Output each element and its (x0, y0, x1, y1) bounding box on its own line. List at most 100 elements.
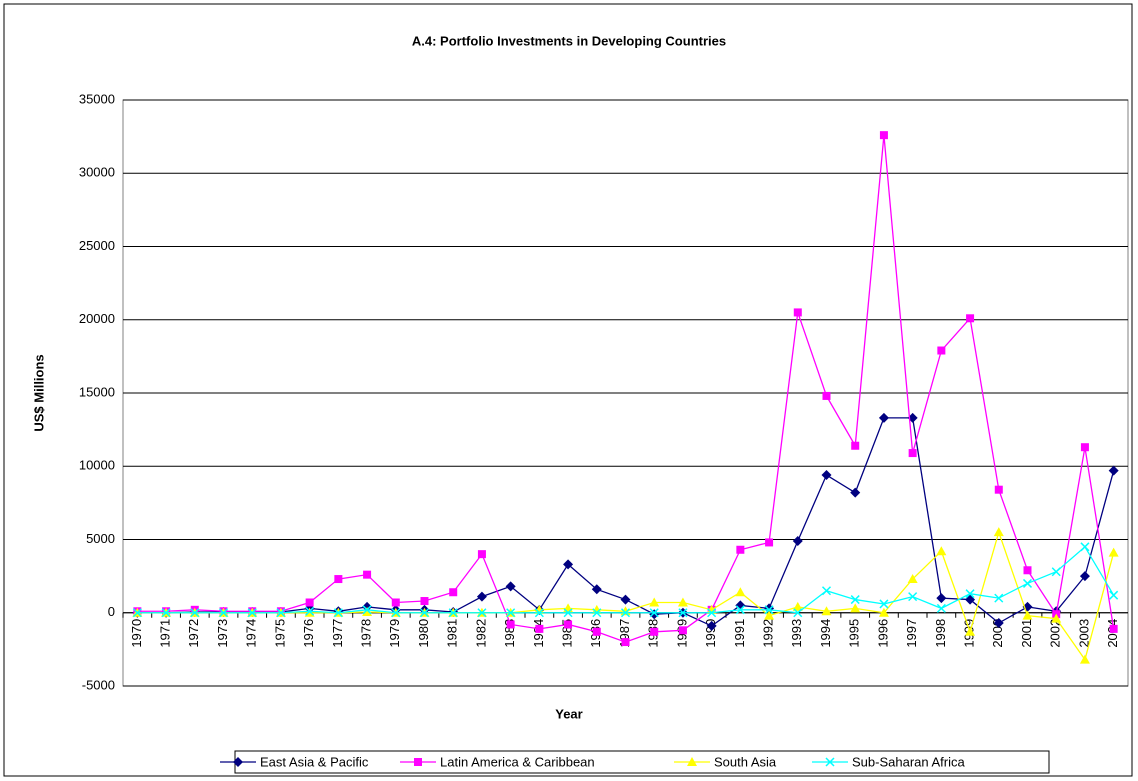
marker (851, 441, 860, 450)
marker (218, 608, 229, 618)
marker (1108, 547, 1119, 557)
y-tick-label: 0 (108, 604, 115, 619)
legend-label: Sub-Saharan Africa (852, 754, 966, 769)
marker (391, 608, 401, 618)
y-tick-label: 15000 (79, 384, 115, 399)
marker (591, 604, 602, 614)
marker (965, 589, 975, 599)
marker (476, 591, 487, 602)
marker (1080, 542, 1090, 552)
marker (233, 757, 243, 767)
marker (1023, 566, 1032, 575)
marker (414, 758, 422, 766)
marker (821, 606, 832, 616)
marker (878, 412, 889, 423)
marker (333, 608, 343, 618)
marker (363, 570, 372, 579)
chart-title: A.4: Portfolio Investments in Developing… (412, 33, 726, 48)
marker (362, 605, 372, 615)
marker (736, 545, 745, 554)
marker (591, 584, 602, 595)
marker (764, 603, 775, 614)
y-tick-label: -5000 (82, 677, 115, 692)
marker (1079, 654, 1090, 664)
x-tick-label: 1973 (215, 619, 230, 648)
y-tick-label: 20000 (79, 311, 115, 326)
marker (477, 608, 487, 618)
y-tick-label: 30000 (79, 165, 115, 180)
marker (936, 546, 947, 556)
marker (620, 594, 631, 605)
marker (908, 449, 917, 458)
marker (993, 527, 1004, 537)
marker (420, 597, 429, 606)
marker (878, 607, 889, 617)
x-tick-label: 1976 (301, 619, 316, 648)
marker (534, 608, 544, 618)
marker (994, 485, 1003, 494)
marker (649, 609, 660, 620)
marker (966, 314, 975, 323)
marker (936, 593, 947, 604)
marker (276, 608, 286, 618)
marker (735, 605, 745, 615)
marker (677, 597, 688, 607)
marker (334, 575, 343, 584)
marker (620, 608, 631, 618)
marker (678, 626, 687, 635)
x-tick-label: 1978 (359, 619, 374, 648)
marker (563, 559, 574, 570)
marker (1109, 590, 1119, 600)
x-tick-label: 1977 (330, 619, 345, 648)
marker (850, 595, 860, 605)
marker (592, 627, 601, 636)
y-tick-label: 5000 (86, 531, 115, 546)
x-tick-label: 2002 (1048, 619, 1063, 648)
x-tick-label: 1998 (933, 619, 948, 648)
x-tick-label: 1991 (732, 619, 747, 648)
x-tick-label: 1971 (158, 619, 173, 648)
x-tick-label: 1995 (847, 619, 862, 648)
marker (563, 608, 573, 618)
marker (535, 624, 544, 633)
marker (879, 599, 889, 609)
marker (1051, 567, 1061, 577)
marker (391, 598, 400, 607)
marker (190, 608, 200, 618)
x-tick-label: 1980 (416, 619, 431, 648)
marker (649, 608, 659, 618)
marker (822, 391, 831, 400)
marker (506, 608, 516, 618)
marker (994, 593, 1004, 603)
x-tick-label: 1982 (473, 619, 488, 648)
marker (908, 592, 918, 602)
marker (850, 603, 861, 613)
legend-label: Latin America & Caribbean (440, 754, 595, 769)
marker (1079, 571, 1090, 582)
x-tick-label: 1996 (875, 619, 890, 648)
marker (362, 601, 373, 612)
marker (764, 610, 775, 620)
x-tick-label: 1992 (761, 619, 776, 648)
marker (707, 608, 717, 618)
marker (305, 598, 314, 607)
marker (764, 605, 774, 615)
x-tick-label: 1975 (272, 619, 287, 648)
marker (1080, 443, 1089, 452)
marker (706, 620, 717, 631)
marker (419, 608, 430, 618)
marker (650, 627, 659, 636)
x-tick-label: 2001 (1019, 619, 1034, 648)
legend-label: South Asia (714, 754, 777, 769)
marker (965, 626, 976, 636)
marker (879, 131, 888, 140)
marker (706, 604, 717, 614)
x-tick-label: 2000 (990, 619, 1005, 648)
marker (765, 538, 774, 547)
marker (649, 597, 660, 607)
marker (793, 308, 802, 317)
y-tick-label: 25000 (79, 238, 115, 253)
marker (850, 487, 861, 498)
